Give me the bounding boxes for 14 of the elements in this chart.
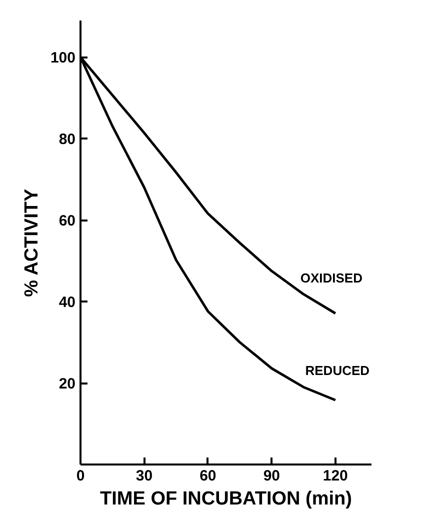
y-tick-label: 100	[50, 50, 76, 67]
x-tick-label: 30	[136, 468, 153, 484]
y-tick-label: 60	[58, 212, 76, 230]
x-tick-label: 60	[200, 468, 216, 484]
y-axis-title: % ACTIVITY	[21, 188, 42, 297]
series-label: REDUCED	[305, 363, 370, 378]
series-label: OXIDISED	[300, 270, 362, 286]
x-tick-label: 120	[322, 468, 348, 484]
x-axis-title: TIME OF INCUBATION (min)	[100, 488, 352, 510]
y-tick-label: 80	[58, 131, 76, 148]
y-tick-label: 40	[58, 294, 76, 312]
x-tick-label: 90	[263, 468, 280, 484]
x-tick-label: 0	[76, 468, 85, 484]
y-tick-label: 20	[58, 376, 76, 393]
